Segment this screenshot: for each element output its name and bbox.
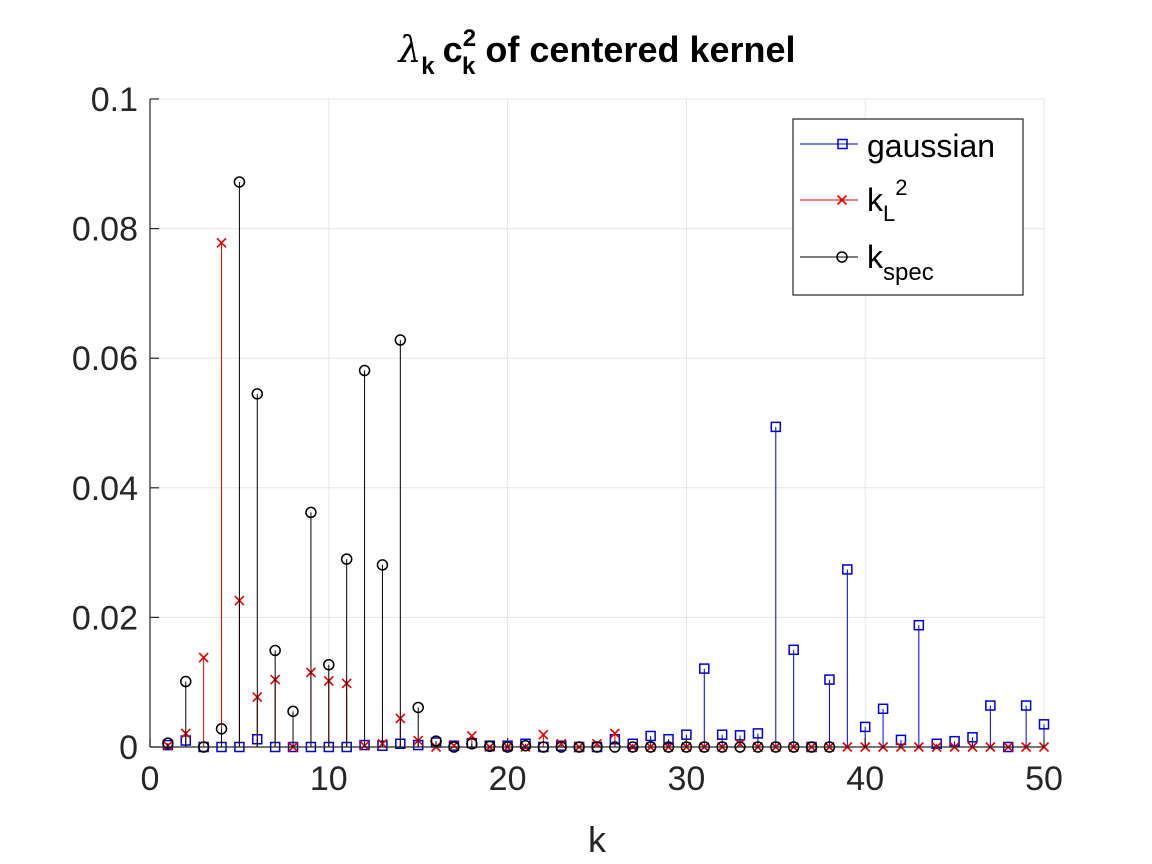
- x-tick-label: 30: [667, 760, 705, 798]
- data-point-square: [734, 730, 746, 741]
- data-point-circle: [358, 364, 371, 377]
- y-tick-label: 0.06: [72, 340, 138, 378]
- data-point-circle: [394, 334, 407, 346]
- legend-label-k-spec: kspec: [867, 239, 934, 286]
- data-point-circle: [483, 740, 496, 753]
- y-tick-label: 0.08: [72, 211, 138, 249]
- title-c-sub: k: [462, 53, 476, 80]
- legend-entry-gaussian: gaussian: [800, 128, 995, 164]
- legend-label-gaussian: gaussian: [867, 128, 995, 164]
- data-point-square: [663, 733, 674, 745]
- y-tick-label: 0.02: [72, 599, 138, 637]
- data-point-x: [216, 237, 227, 248]
- legend-marker-x: [836, 194, 848, 206]
- x-axis-label: k: [588, 819, 607, 860]
- data-point-circle: [251, 388, 264, 400]
- axes: [149, 98, 1045, 748]
- legend-k-l2-main: k: [867, 182, 884, 218]
- data-point-x: [198, 652, 209, 663]
- data-point-square: [788, 644, 799, 656]
- data-point-circle: [519, 739, 532, 752]
- data-point-circle: [180, 675, 192, 688]
- data-point-circle: [287, 705, 299, 718]
- data-point-circle: [269, 644, 281, 657]
- data-point-square: [859, 721, 871, 733]
- data-point-circle: [466, 738, 478, 750]
- data-point-square: [699, 663, 710, 674]
- data-point-circle: [412, 701, 424, 714]
- x-tick-label: 10: [310, 760, 348, 798]
- x-tick-label: 40: [846, 760, 884, 798]
- legend-marker-circle: [836, 251, 848, 263]
- x-tick-label: 20: [489, 760, 527, 798]
- data-point-circle: [323, 658, 335, 671]
- x-tick-label: 0: [141, 760, 160, 798]
- legend-entry-k-spec: kspec: [800, 239, 934, 286]
- legend-box: [792, 118, 1024, 296]
- x-tick-label: 50: [1025, 760, 1063, 798]
- data-point-square: [842, 564, 853, 575]
- data-point-square: [824, 674, 835, 685]
- data-point-square: [1020, 700, 1032, 711]
- y-tick-label: 0: [119, 729, 138, 767]
- y-tick-label: 0.1: [91, 81, 138, 119]
- data-point-square: [877, 703, 889, 715]
- legend-k-l2-sub: L: [883, 201, 895, 226]
- data-point-circle: [430, 735, 442, 747]
- title-lambda-sub: k: [421, 53, 435, 80]
- title-lambda: λ: [396, 30, 421, 71]
- legend-k-spec-main: k: [867, 239, 884, 275]
- data-series: [162, 176, 1050, 753]
- legend: gaussian kL2 kspec: [792, 118, 1024, 296]
- chart-title: λk c2 k of centered kernel: [396, 25, 795, 80]
- data-point-circle: [233, 176, 246, 188]
- data-point-square: [949, 735, 960, 747]
- y-tick-label: 0.04: [72, 470, 138, 508]
- data-point-square: [752, 728, 764, 739]
- data-point-circle: [305, 506, 317, 519]
- data-point-square: [1038, 719, 1050, 730]
- legend-k-l2-sup: 2: [895, 175, 907, 200]
- data-point-square: [967, 732, 978, 743]
- data-point-square: [716, 729, 728, 740]
- data-point-circle: [162, 737, 174, 749]
- data-point-square: [895, 734, 907, 746]
- data-point-square: [770, 421, 782, 433]
- data-point-circle: [340, 553, 353, 565]
- title-rest: of centered kernel: [485, 29, 795, 70]
- data-point-square: [931, 738, 942, 750]
- data-point-circle: [376, 559, 389, 571]
- title-c: c: [443, 29, 463, 70]
- legend-label-k-l2: kL2: [867, 175, 908, 226]
- title-c-sup: 2: [463, 25, 476, 52]
- data-point-square: [645, 730, 656, 742]
- data-point-square: [913, 619, 925, 631]
- tick-labels: 0 10 20 30 40 50 0 0.02 0.04 0.06 0.08 0.1: [72, 81, 1063, 798]
- legend-k-spec-sub: spec: [883, 259, 934, 286]
- data-point-x: [609, 728, 620, 739]
- legend-marker-square: [837, 138, 848, 150]
- data-point-square: [985, 700, 996, 711]
- data-point-circle: [215, 723, 228, 735]
- data-point-x: [538, 729, 549, 740]
- legend-entry-k-l2: kL2: [800, 175, 908, 226]
